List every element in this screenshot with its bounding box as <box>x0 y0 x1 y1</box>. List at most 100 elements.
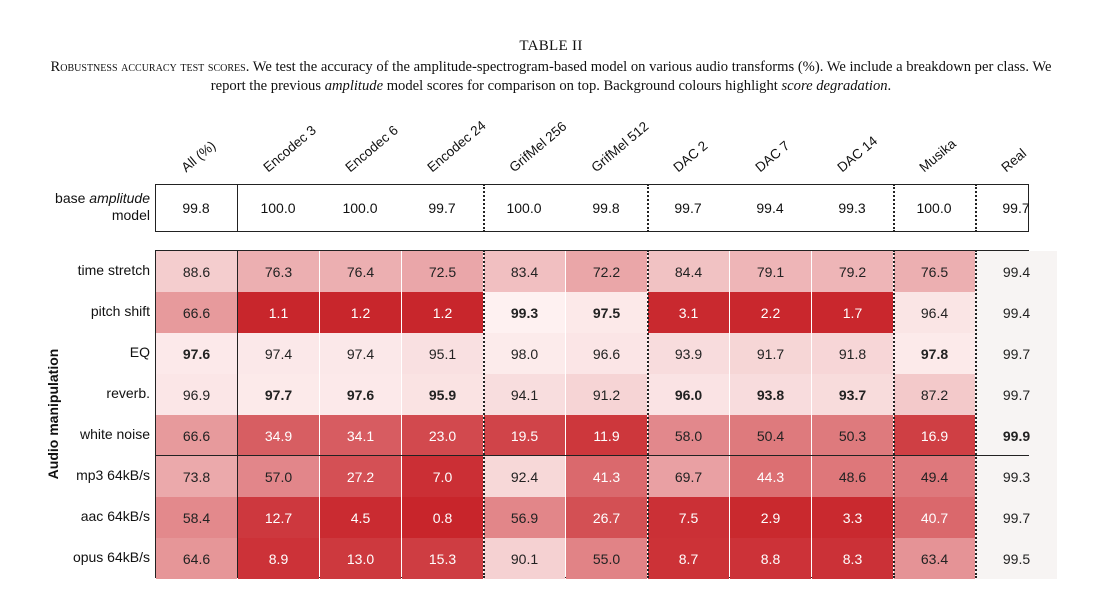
row-label: opus 64kB/s <box>72 549 150 565</box>
column-header: Musika <box>916 136 959 175</box>
table-cell: 97.5 <box>566 292 647 333</box>
table-cell: 99.4 <box>976 292 1057 333</box>
table-cell: 95.1 <box>402 333 483 374</box>
table-cell: 1.1 <box>238 292 319 333</box>
base-cell: 100.0 <box>260 200 296 216</box>
table-cell: 7.5 <box>648 497 729 538</box>
table-cell: 72.5 <box>402 251 483 292</box>
table-cell: 56.9 <box>484 497 565 538</box>
table-cell: 72.2 <box>566 251 647 292</box>
base-cell: 99.7 <box>674 200 702 216</box>
table-cell: 0.8 <box>402 497 483 538</box>
column-separator <box>893 250 895 578</box>
table-cell: 66.6 <box>156 415 237 456</box>
row-label: white noise <box>79 426 150 442</box>
column-header: Encodec 24 <box>424 117 489 175</box>
table-cell: 99.3 <box>976 456 1057 497</box>
table-cell: 73.8 <box>156 456 237 497</box>
table-cell: 96.9 <box>156 374 237 415</box>
table-cell: 96.4 <box>894 292 975 333</box>
table-cell: 97.4 <box>238 333 319 374</box>
column-header: Encodec 3 <box>260 122 319 175</box>
table-cell: 58.0 <box>648 415 729 456</box>
table-cell: 4.5 <box>320 497 401 538</box>
table-cell: 15.3 <box>402 538 483 579</box>
table-cell: 88.6 <box>156 251 237 292</box>
table-cell: 90.1 <box>484 538 565 579</box>
table-cell: 27.2 <box>320 456 401 497</box>
table-cell: 19.5 <box>484 415 565 456</box>
table-cell: 99.7 <box>976 497 1057 538</box>
column-separator <box>975 184 977 232</box>
table-cell: 98.0 <box>484 333 565 374</box>
column-separator <box>647 250 649 578</box>
table-cell: 41.3 <box>566 456 647 497</box>
column-header: GrifMel 256 <box>506 118 570 175</box>
table-cell: 99.9 <box>976 415 1057 456</box>
row-group-separator <box>155 455 1029 456</box>
table-cell: 63.4 <box>894 538 975 579</box>
table-cell: 1.2 <box>320 292 401 333</box>
table-cell: 99.4 <box>976 251 1057 292</box>
column-header: Real <box>998 145 1030 175</box>
table-caption: Robustness accuracy test scores. We test… <box>34 58 1068 96</box>
table-cell: 23.0 <box>402 415 483 456</box>
base-label-em: amplitude <box>89 190 150 206</box>
column-separator <box>975 250 977 578</box>
table-cell: 34.1 <box>320 415 401 456</box>
row-label: pitch shift <box>90 303 150 319</box>
table-cell: 48.6 <box>812 456 893 497</box>
caption-em1: amplitude <box>324 78 384 94</box>
table-cell: 79.2 <box>812 251 893 292</box>
table-cell: 64.6 <box>156 538 237 579</box>
caption-lead: Robustness accuracy test scores. <box>50 59 250 75</box>
table-cell: 93.7 <box>812 374 893 415</box>
table-cell: 97.8 <box>894 333 975 374</box>
base-cell: 99.8 <box>592 200 620 216</box>
table-cell: 57.0 <box>238 456 319 497</box>
column-header: DAC 14 <box>834 133 881 175</box>
column-header: GrifMel 512 <box>588 118 652 175</box>
table-cell: 8.9 <box>238 538 319 579</box>
table-cell: 7.0 <box>402 456 483 497</box>
table-cell: 84.4 <box>648 251 729 292</box>
base-label-suffix: model <box>111 207 150 223</box>
caption-part2: model scores for comparison on top. Back… <box>383 78 782 94</box>
table-cell: 91.2 <box>566 374 647 415</box>
column-header: Encodec 6 <box>342 122 401 175</box>
base-cell: 99.8 <box>182 200 210 216</box>
column-separator <box>237 184 238 232</box>
base-table-box <box>155 184 1029 232</box>
table-cell: 91.8 <box>812 333 893 374</box>
table-cell: 99.5 <box>976 538 1057 579</box>
caption-part3: . <box>887 78 892 94</box>
base-cell: 100.0 <box>342 200 378 216</box>
base-cell: 100.0 <box>916 200 952 216</box>
table-cell: 96.6 <box>566 333 647 374</box>
column-header: All (%) <box>178 137 219 175</box>
table-cell: 8.3 <box>812 538 893 579</box>
column-separator <box>647 184 649 232</box>
table-cell: 96.0 <box>648 374 729 415</box>
base-row-label: base amplitude model <box>30 190 150 224</box>
row-label: reverb. <box>106 385 150 401</box>
table-title: TABLE II <box>519 38 583 54</box>
table-cell: 69.7 <box>648 456 729 497</box>
base-cell: 99.7 <box>1002 200 1030 216</box>
row-label: mp3 64kB/s <box>76 467 150 483</box>
table-cell: 97.7 <box>238 374 319 415</box>
table-cell: 3.3 <box>812 497 893 538</box>
table-cell: 50.4 <box>730 415 811 456</box>
table-cell: 2.9 <box>730 497 811 538</box>
caption-part1: We test the accuracy of the amplitude-sp… <box>210 59 1052 94</box>
table-cell: 66.6 <box>156 292 237 333</box>
base-cell: 99.7 <box>428 200 456 216</box>
table-cell: 76.3 <box>238 251 319 292</box>
table-cell: 97.6 <box>320 374 401 415</box>
table-cell: 93.8 <box>730 374 811 415</box>
table-cell: 76.5 <box>894 251 975 292</box>
table-cell: 40.7 <box>894 497 975 538</box>
table-cell: 16.9 <box>894 415 975 456</box>
table-cell: 94.1 <box>484 374 565 415</box>
table-cell: 34.9 <box>238 415 319 456</box>
